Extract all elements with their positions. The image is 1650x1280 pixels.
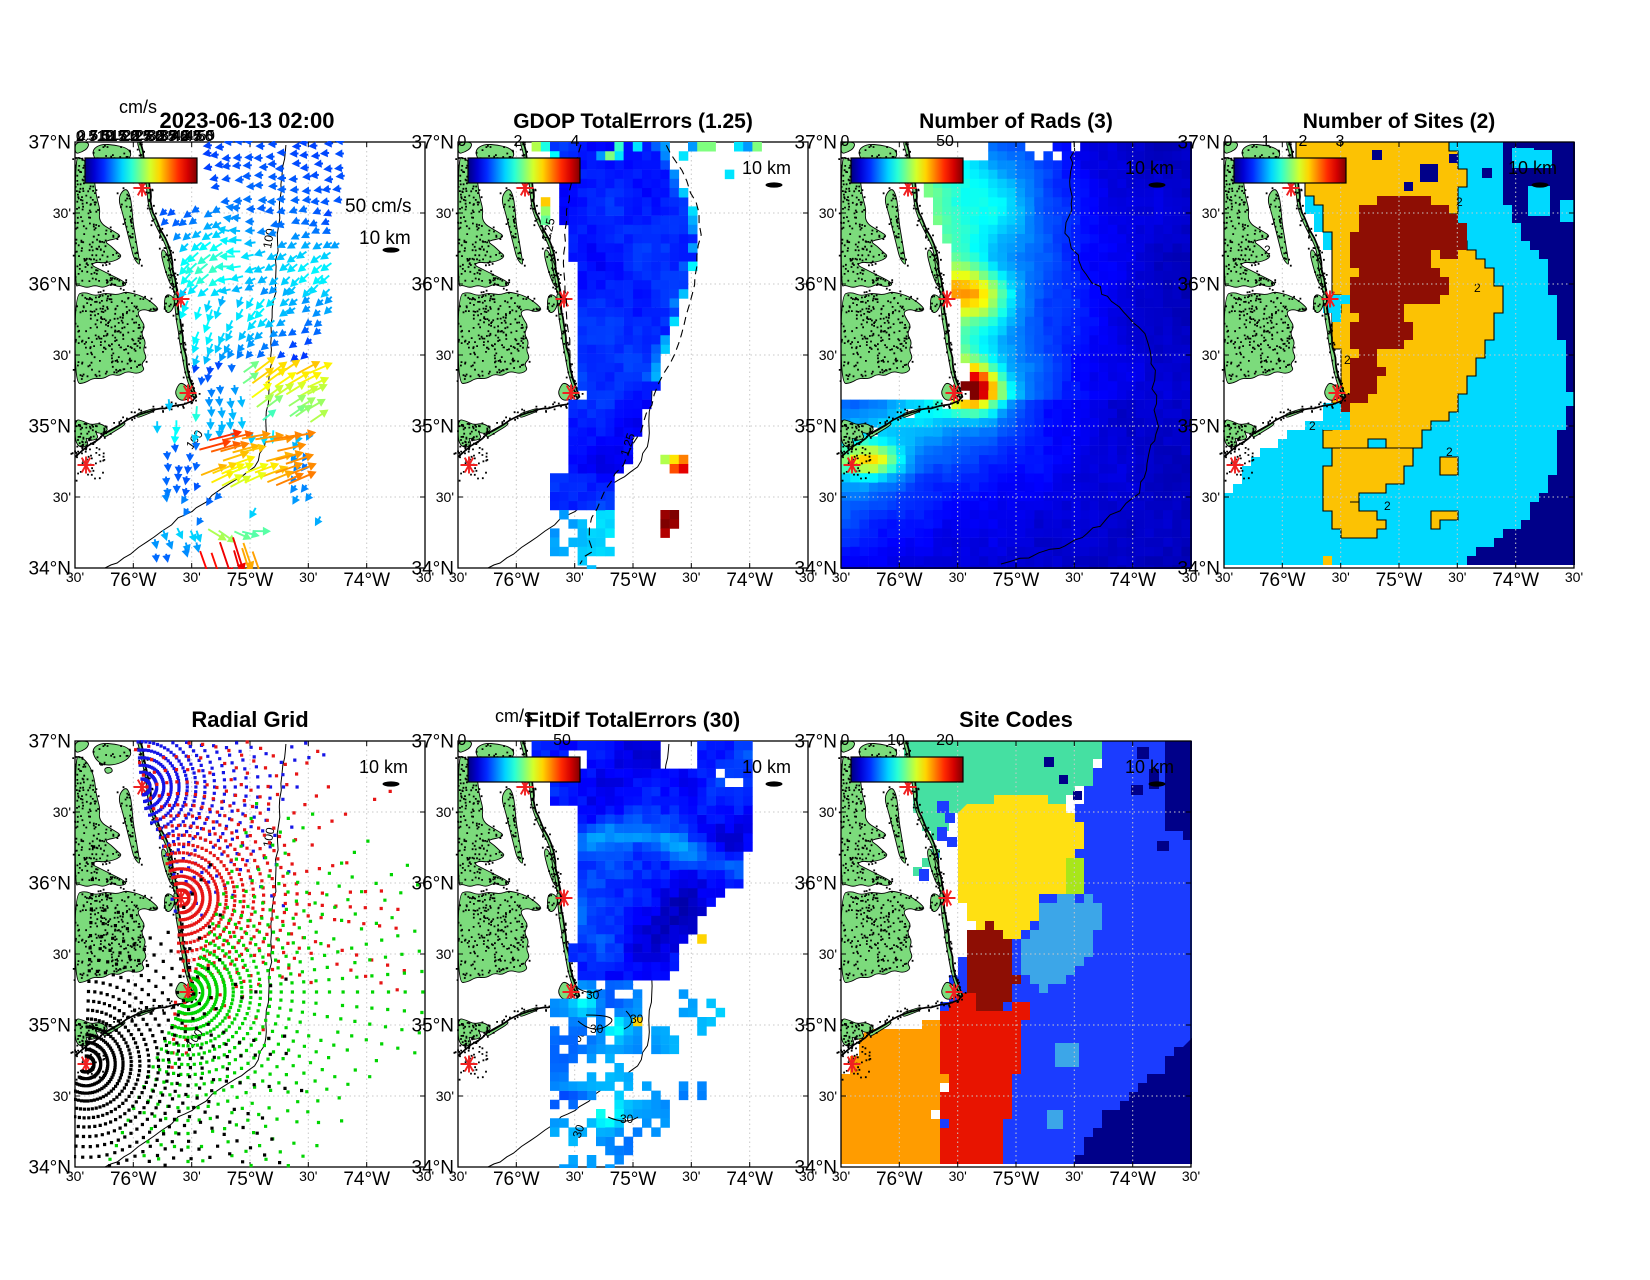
svg-text:cm/s: cm/s bbox=[119, 97, 157, 117]
svg-text:27.5: 27.5 bbox=[134, 128, 163, 145]
svg-text:GDOP TotalErrors (1.25): GDOP TotalErrors (1.25) bbox=[513, 110, 753, 133]
svg-text:10 km: 10 km bbox=[1125, 757, 1174, 777]
svg-text:20: 20 bbox=[122, 128, 139, 145]
svg-text:0: 0 bbox=[77, 127, 85, 144]
svg-text:15: 15 bbox=[109, 128, 126, 145]
svg-text:5: 5 bbox=[90, 127, 98, 144]
svg-text:2: 2 bbox=[1384, 499, 1391, 513]
svg-text:32.5: 32.5 bbox=[147, 128, 176, 145]
svg-text:17.5: 17.5 bbox=[109, 128, 138, 145]
svg-text:27.5: 27.5 bbox=[136, 127, 165, 144]
svg-text:cm/s: cm/s bbox=[495, 706, 533, 726]
svg-text:10 km: 10 km bbox=[1125, 158, 1174, 178]
svg-text:FitDif TotalErrors (30): FitDif TotalErrors (30) bbox=[526, 709, 740, 732]
svg-text:0: 0 bbox=[1224, 133, 1233, 150]
svg-text:50 cm/s: 50 cm/s bbox=[345, 196, 412, 217]
svg-text:10: 10 bbox=[887, 732, 905, 749]
svg-text:30: 30 bbox=[620, 1112, 634, 1126]
svg-text:22.5: 22.5 bbox=[123, 127, 152, 144]
svg-text:2: 2 bbox=[1264, 243, 1271, 257]
svg-text:25: 25 bbox=[134, 128, 151, 145]
svg-text:20: 20 bbox=[123, 127, 140, 144]
svg-text:1.25: 1.25 bbox=[539, 217, 558, 243]
svg-text:Number of Rads (3): Number of Rads (3) bbox=[919, 110, 1113, 133]
svg-text:2: 2 bbox=[1474, 281, 1481, 295]
svg-text:2.5: 2.5 bbox=[76, 128, 97, 145]
svg-text:Number of Sites (2): Number of Sites (2) bbox=[1303, 110, 1496, 133]
svg-text:42.5: 42.5 bbox=[172, 128, 201, 145]
svg-text:40: 40 bbox=[172, 128, 189, 145]
svg-text:35: 35 bbox=[159, 128, 176, 145]
svg-text:10 km: 10 km bbox=[359, 757, 408, 777]
svg-text:7.5: 7.5 bbox=[88, 128, 109, 145]
svg-text:0: 0 bbox=[841, 133, 850, 150]
svg-text:Site Codes: Site Codes bbox=[959, 707, 1073, 732]
svg-text:40: 40 bbox=[173, 127, 190, 144]
svg-text:4: 4 bbox=[571, 133, 580, 150]
svg-text:2: 2 bbox=[1299, 133, 1308, 150]
svg-text:5: 5 bbox=[88, 128, 96, 145]
svg-text:10 km: 10 km bbox=[1508, 158, 1557, 178]
svg-text:22.5: 22.5 bbox=[122, 128, 151, 145]
svg-text:10 km: 10 km bbox=[742, 158, 791, 178]
svg-text:10 km: 10 km bbox=[359, 228, 411, 249]
svg-text:30: 30 bbox=[570, 1122, 588, 1140]
svg-text:2.5: 2.5 bbox=[77, 127, 98, 144]
svg-text:2023-06-13 02:00: 2023-06-13 02:00 bbox=[160, 108, 335, 133]
svg-text:50: 50 bbox=[936, 133, 954, 150]
svg-text:20: 20 bbox=[936, 732, 954, 749]
svg-text:45: 45 bbox=[184, 128, 201, 145]
svg-text:2: 2 bbox=[1446, 445, 1453, 459]
svg-text:2: 2 bbox=[1456, 195, 1463, 209]
svg-text:2: 2 bbox=[1344, 353, 1351, 367]
svg-text:42.5: 42.5 bbox=[173, 127, 202, 144]
svg-text:30: 30 bbox=[148, 127, 165, 144]
svg-text:50: 50 bbox=[198, 127, 215, 144]
svg-text:12.5: 12.5 bbox=[98, 127, 127, 144]
svg-text:7.5: 7.5 bbox=[90, 127, 111, 144]
svg-text:0: 0 bbox=[458, 732, 467, 749]
svg-text:12.5: 12.5 bbox=[97, 128, 126, 145]
svg-text:50: 50 bbox=[197, 128, 214, 145]
svg-text:10: 10 bbox=[97, 128, 114, 145]
svg-text:30: 30 bbox=[586, 988, 600, 1002]
svg-text:37.5: 37.5 bbox=[159, 128, 188, 145]
svg-text:35: 35 bbox=[161, 127, 178, 144]
svg-text:30: 30 bbox=[630, 1012, 644, 1026]
svg-text:1.25: 1.25 bbox=[618, 431, 639, 458]
svg-text:50: 50 bbox=[553, 732, 571, 749]
svg-text:30: 30 bbox=[147, 128, 164, 145]
svg-text:2: 2 bbox=[514, 133, 523, 150]
svg-text:45: 45 bbox=[186, 127, 203, 144]
svg-text:0: 0 bbox=[458, 133, 467, 150]
svg-text:25: 25 bbox=[136, 127, 153, 144]
svg-text:1: 1 bbox=[1262, 133, 1271, 150]
svg-text:37.5: 37.5 bbox=[161, 127, 190, 144]
svg-text:32.5: 32.5 bbox=[148, 127, 177, 144]
svg-text:0: 0 bbox=[841, 732, 850, 749]
svg-text:10 km: 10 km bbox=[742, 757, 791, 777]
svg-text:Radial Grid: Radial Grid bbox=[191, 707, 308, 732]
svg-text:0: 0 bbox=[76, 128, 84, 145]
svg-text:47.5: 47.5 bbox=[184, 128, 213, 145]
svg-text:2: 2 bbox=[1309, 419, 1316, 433]
svg-text:3: 3 bbox=[1336, 133, 1345, 150]
svg-text:15: 15 bbox=[111, 127, 128, 144]
svg-text:47.5: 47.5 bbox=[186, 127, 215, 144]
svg-text:17.5: 17.5 bbox=[111, 127, 140, 144]
svg-text:10: 10 bbox=[98, 127, 115, 144]
